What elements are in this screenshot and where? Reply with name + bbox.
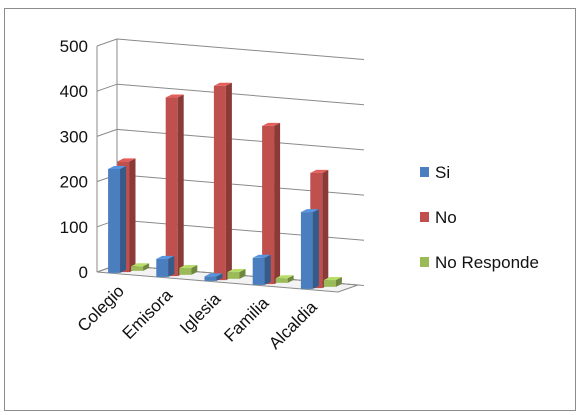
bar-no-responde-familia (275, 275, 294, 283)
bar-front (131, 266, 144, 271)
bars (108, 82, 342, 289)
bar-side (177, 94, 184, 277)
y-tick-label: 200 (60, 173, 88, 192)
bar-top (310, 169, 329, 173)
x-tick-label: Emisora (119, 285, 177, 343)
bar-no-familia (262, 122, 281, 285)
bar-no-responde-colegio (131, 263, 150, 271)
legend-item: No (420, 208, 457, 227)
gridline-side (96, 38, 118, 47)
y-tick-label: 100 (60, 218, 88, 237)
legend-swatch (420, 212, 429, 222)
bar-top (262, 122, 281, 126)
bar-si-emisora (156, 255, 175, 277)
bar-side (168, 255, 175, 277)
bar-side (287, 275, 294, 283)
x-tick-label: Familia (220, 293, 273, 346)
bar-front (213, 85, 226, 281)
bar-no-responde-alcaldia (323, 277, 342, 287)
y-axis-ticks: 0 100 200 300 400 500 (60, 37, 88, 282)
bar-top (108, 165, 127, 169)
bar-top (131, 263, 150, 267)
bar-top (213, 82, 232, 86)
y-tick-label: 400 (60, 82, 88, 101)
bar-si-familia (252, 254, 271, 285)
bar-top (204, 273, 223, 277)
bar-no-emisora (165, 94, 184, 277)
legend-label: No (435, 208, 457, 227)
bar-side (312, 209, 319, 289)
bar-side (191, 265, 198, 275)
bar-front (179, 268, 192, 275)
legend-swatch (420, 167, 429, 177)
bar-front (300, 212, 313, 289)
bar-front (323, 280, 336, 287)
bar-side (216, 273, 223, 281)
legend: Si No No Responde (420, 163, 539, 272)
x-tick-label: Alcaldia (265, 297, 321, 353)
gridline-side (96, 128, 118, 137)
bar-side (264, 254, 271, 285)
bar-side (120, 165, 127, 273)
y-tick-label: 500 (60, 37, 88, 56)
legend-swatch (420, 257, 429, 267)
bar-top (300, 209, 319, 213)
gridline (116, 38, 365, 60)
bar-si-alcaldia (300, 209, 319, 289)
bar-side (239, 269, 246, 279)
y-tick-label: 0 (79, 263, 88, 282)
gridline (116, 83, 365, 106)
bar-top (227, 269, 246, 273)
bar-front (227, 272, 240, 279)
bar-top (179, 265, 198, 269)
bar-side (322, 169, 329, 289)
bar-top (275, 275, 294, 279)
x-tick-label: Iglesia (176, 289, 225, 338)
chart-frame (4, 8, 576, 411)
bar-front (262, 125, 275, 285)
bar-side (335, 277, 342, 287)
bar-side (274, 122, 281, 285)
bar-front (108, 168, 121, 273)
bar-no-responde-emisora (179, 265, 198, 275)
bar-front (252, 257, 265, 285)
bar-si-iglesia (204, 273, 223, 281)
bar-si-colegio (108, 165, 127, 273)
legend-label: No Responde (435, 253, 539, 272)
bar-top (117, 158, 136, 162)
legend-item: Si (420, 163, 450, 182)
bar-front (156, 258, 169, 277)
bar-no-responde-iglesia (227, 269, 246, 279)
bar-front (275, 278, 288, 283)
bar-side (225, 82, 232, 281)
y-tick-label: 300 (60, 127, 88, 146)
legend-label: Si (435, 163, 450, 182)
bar-side (143, 263, 150, 271)
bar-top (165, 94, 184, 98)
bar-side (129, 158, 136, 273)
bar-no-iglesia (213, 82, 232, 281)
legend-item: No Responde (420, 253, 539, 272)
bar-top (156, 255, 175, 259)
gridline (116, 128, 365, 151)
bar-front (165, 97, 178, 277)
bar-top (252, 254, 271, 258)
bar-top (323, 277, 342, 281)
gridline-side (96, 83, 118, 92)
bar-front (204, 276, 217, 281)
